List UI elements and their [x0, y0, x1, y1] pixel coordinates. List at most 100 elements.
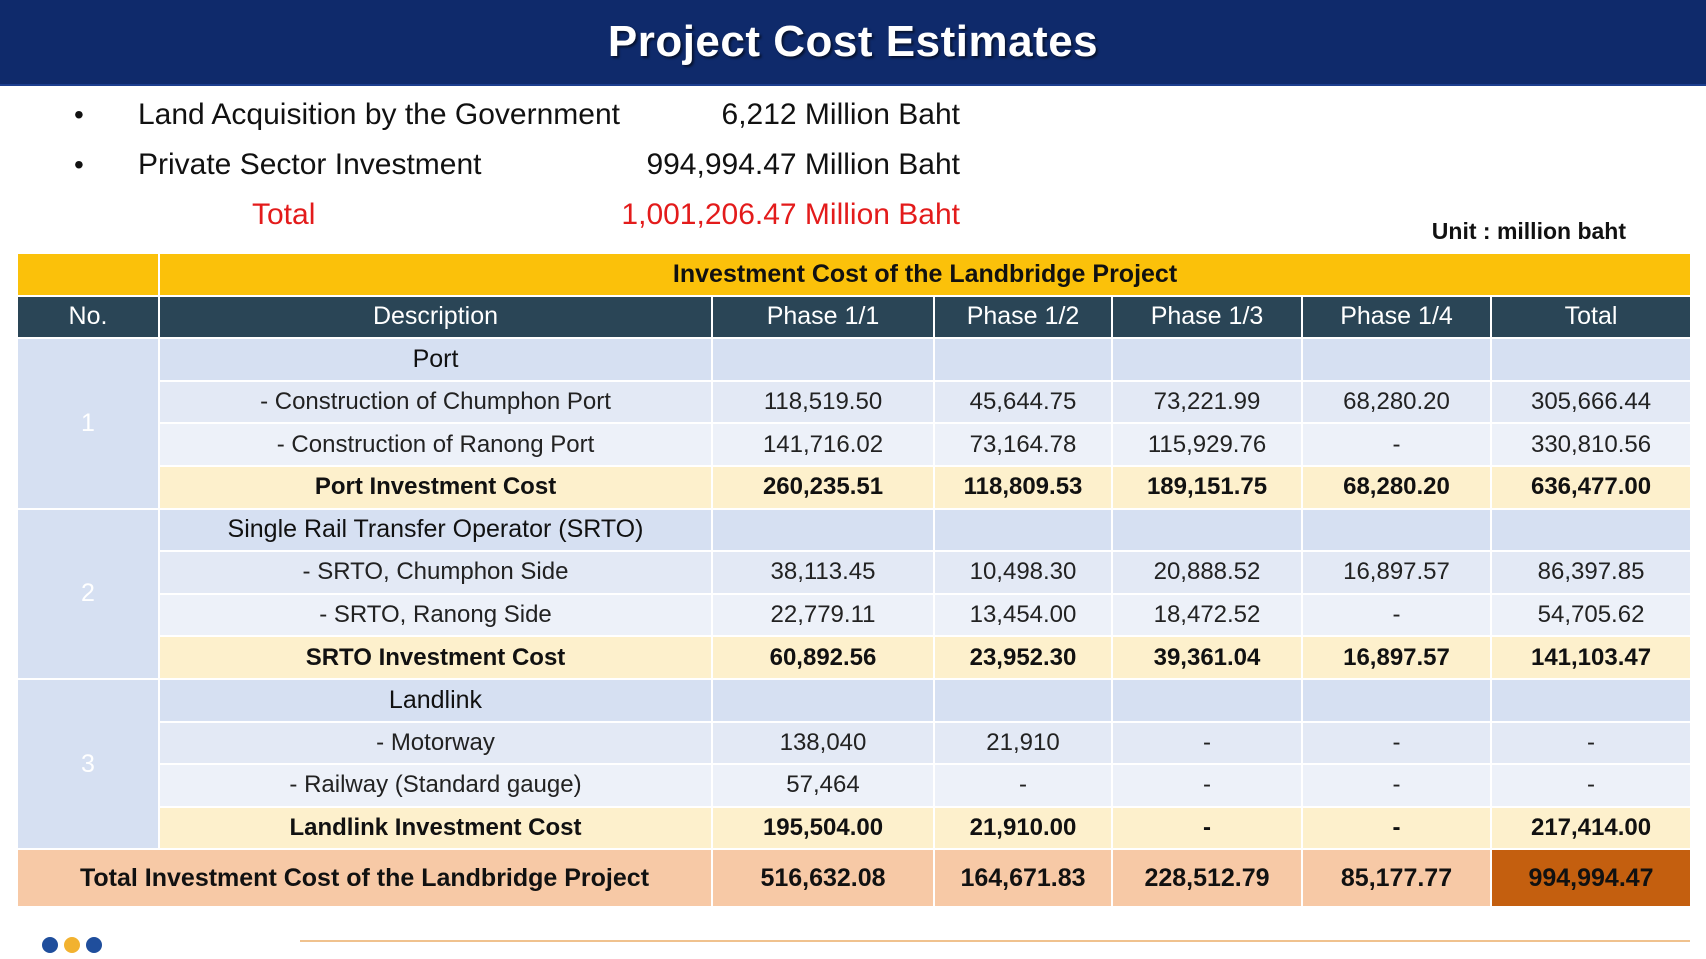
row-value: - [1301, 720, 1492, 766]
table-row: - SRTO, Ranong Side 22,779.11 13,454.00 18,… [17, 592, 1693, 638]
header-description: Description [158, 294, 713, 340]
title-bar: Project Cost Estimates [0, 0, 1706, 86]
empty-cell [933, 507, 1113, 553]
row-value: 54,705.62 [1489, 592, 1693, 638]
subtotal-row: Port Investment Cost 260,235.51 118,809.53… [17, 464, 1693, 510]
grand-total-label: Total Investment Cost of the Landbridge … [16, 848, 713, 909]
grand-total-value: 516,632.08 [711, 848, 935, 909]
subtotal-value: 260,235.51 [711, 464, 935, 510]
empty-cell [1301, 677, 1492, 723]
row-value: 118,519.50 [711, 379, 935, 425]
row-value: 18,472.52 [1111, 592, 1303, 638]
logo-dot-icon [86, 937, 102, 953]
row-value: 13,454.00 [933, 592, 1113, 638]
summary-row-total: Total 1,001,206.47 Million Baht [0, 190, 1000, 240]
empty-cell [1489, 337, 1693, 382]
summary-value: 6,212 Million Baht [721, 98, 960, 131]
summary-value: 994,994.47 Million Baht [646, 148, 960, 181]
row-value: 73,164.78 [933, 422, 1113, 467]
grand-total-value: 164,671.83 [933, 848, 1113, 909]
grand-total-value: 85,177.77 [1301, 848, 1492, 909]
row-value: 330,810.56 [1489, 422, 1693, 467]
category-row: 3 Landlink [16, 677, 1693, 851]
empty-cell [933, 677, 1113, 723]
empty-cell [1111, 337, 1303, 382]
group-number: 3 [16, 677, 160, 851]
subtotal-value: 21,910.00 [933, 805, 1113, 851]
cost-summary: • Land Acquisition by the Government 6,2… [0, 90, 1000, 250]
header-no: No. [16, 294, 160, 340]
footer-logos [42, 937, 102, 953]
empty-cell [711, 337, 935, 382]
empty-cell [1111, 677, 1303, 723]
grand-total-row: Total Investment Cost of the Landbridge … [16, 848, 1693, 909]
category-row: 1 Port [16, 337, 1693, 510]
subtotal-value: 141,103.47 [1489, 635, 1693, 680]
table-caption-row: Investment Cost of the Landbridge Projec… [16, 252, 1693, 297]
summary-row-private: • Private Sector Investment 994,994.47 M… [0, 140, 1000, 190]
investment-cost-table: Investment Cost of the Landbridge Projec… [16, 252, 1693, 909]
row-value: 138,040 [711, 720, 935, 766]
logo-dot-icon [64, 937, 80, 953]
row-value: 45,644.75 [933, 379, 1113, 425]
row-value: 38,113.45 [711, 550, 935, 595]
row-value: - [933, 763, 1113, 808]
table-row: - SRTO, Chumphon Side 38,113.45 10,498.30 2… [17, 550, 1693, 595]
bullet-icon: • [74, 149, 84, 180]
table-caption: Investment Cost of the Landbridge Projec… [157, 252, 1693, 297]
footer-divider [300, 940, 1690, 942]
summary-row-land: • Land Acquisition by the Government 6,2… [0, 90, 1000, 140]
subtotal-value: 217,414.00 [1489, 805, 1693, 851]
row-value: - [1489, 763, 1693, 808]
row-description: - SRTO, Chumphon Side [158, 550, 713, 595]
row-value: - [1301, 422, 1492, 467]
empty-cell [1111, 507, 1303, 553]
group-number: 1 [16, 337, 160, 510]
subtotal-row: Landlink Investment Cost 195,504.00 21,910… [17, 805, 1693, 851]
unit-note: Unit : million baht [1431, 218, 1626, 244]
group-number: 2 [16, 507, 160, 680]
page-title: Project Cost Estimates [607, 17, 1099, 66]
header-phase-1-2: Phase 1/2 [933, 294, 1113, 340]
empty-cell [1301, 507, 1492, 553]
subtotal-label: SRTO Investment Cost [158, 635, 713, 680]
empty-cell [933, 337, 1113, 382]
empty-cell [1301, 337, 1492, 382]
row-value: 21,910 [933, 720, 1113, 766]
summary-label: Private Sector Investment [138, 148, 482, 181]
row-value: 22,779.11 [711, 592, 935, 638]
row-value: 10,498.30 [933, 550, 1113, 595]
row-value: - [1111, 763, 1303, 808]
summary-total-label: Total [252, 198, 316, 231]
category-label: Port [158, 337, 713, 382]
row-value: 68,280.20 [1301, 379, 1492, 425]
logo-dot-icon [42, 937, 58, 953]
subtotal-value: - [1111, 805, 1303, 851]
table-row: - Construction of Chumphon Port 118,519.5… [17, 379, 1693, 425]
subtotal-value: 118,809.53 [933, 464, 1113, 510]
grand-total-value: 228,512.79 [1111, 848, 1303, 909]
subtotal-value: - [1301, 805, 1492, 851]
subtotal-value: 60,892.56 [711, 635, 935, 680]
subtotal-value: 16,897.57 [1301, 635, 1492, 680]
caption-spacer [16, 252, 160, 297]
summary-label: Land Acquisition by the Government [138, 98, 620, 131]
row-value: 16,897.57 [1301, 550, 1492, 595]
row-description: - SRTO, Ranong Side [158, 592, 713, 638]
table-header-row: No. Description Phase 1/1 Phase 1/2 Phas… [16, 294, 1693, 340]
subtotal-value: 189,151.75 [1111, 464, 1303, 510]
row-value: 305,666.44 [1489, 379, 1693, 425]
row-value: 57,464 [711, 763, 935, 808]
table-row: - Construction of Ranong Port 141,716.02 7… [17, 422, 1693, 467]
row-value: - [1111, 720, 1303, 766]
category-row: 2 Single Rail Transfer Operator (SRTO) [16, 507, 1693, 680]
row-value: - [1489, 720, 1693, 766]
row-value: 86,397.85 [1489, 550, 1693, 595]
row-description: - Motorway [158, 720, 713, 766]
table-row: - Motorway 138,040 21,910- - - [17, 720, 1693, 766]
subtotal-value: 636,477.00 [1489, 464, 1693, 510]
subtotal-value: 195,504.00 [711, 805, 935, 851]
empty-cell [1489, 507, 1693, 553]
row-value: - [1301, 592, 1492, 638]
row-description: - Construction of Ranong Port [158, 422, 713, 467]
